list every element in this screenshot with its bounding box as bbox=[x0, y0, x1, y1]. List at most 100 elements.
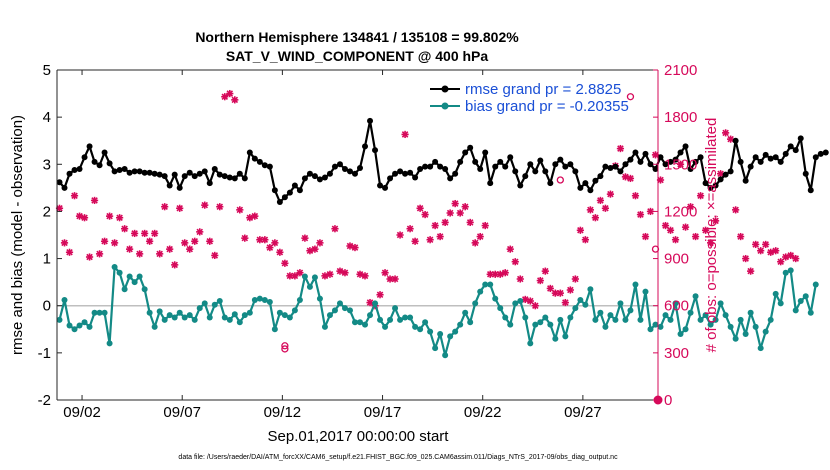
bias-point bbox=[617, 300, 624, 307]
obs-assimilated-marker bbox=[266, 243, 274, 252]
bias-point bbox=[372, 300, 379, 307]
x-tick-label: 09/07 bbox=[163, 404, 201, 421]
obs-marker-stroke bbox=[677, 161, 684, 168]
y-tick-label: 2 bbox=[43, 203, 51, 220]
bias-point bbox=[407, 314, 414, 321]
obs-assimilated-marker bbox=[70, 192, 79, 200]
bias-point bbox=[256, 295, 263, 302]
obs-assimilated-marker bbox=[596, 196, 605, 205]
obs-marker-stroke bbox=[517, 275, 524, 283]
obs-marker-stroke bbox=[311, 245, 319, 253]
bias-point bbox=[552, 335, 559, 342]
obs-marker-stroke bbox=[341, 269, 349, 276]
obs-assimilated-marker bbox=[186, 245, 194, 253]
bias-point bbox=[126, 273, 133, 280]
bias-point bbox=[472, 300, 479, 307]
obs-assimilated-marker bbox=[211, 251, 219, 260]
obs-marker-stroke bbox=[772, 247, 779, 254]
rmse-point bbox=[266, 163, 273, 170]
obs-assimilated-marker bbox=[241, 234, 249, 242]
bias-point bbox=[602, 323, 609, 330]
bias-point bbox=[246, 309, 253, 316]
rmse-point bbox=[492, 163, 499, 170]
bias-point bbox=[562, 333, 569, 340]
obs-marker-stroke bbox=[131, 230, 138, 237]
obs-marker-stroke bbox=[582, 236, 589, 243]
x-tick-label: 09/17 bbox=[364, 404, 402, 421]
obs-marker-stroke bbox=[66, 249, 73, 256]
obs-marker-stroke bbox=[176, 205, 183, 212]
obs-assimilated-marker bbox=[476, 232, 484, 241]
rmse-point bbox=[767, 155, 774, 162]
y-tick-label: 3 bbox=[43, 156, 51, 173]
obs-assimilated-marker bbox=[706, 239, 715, 247]
rmse-point bbox=[467, 144, 474, 151]
obs-assimilated-marker bbox=[261, 236, 269, 244]
rmse-point bbox=[797, 135, 804, 142]
rmse-point bbox=[427, 163, 434, 170]
rmse-point bbox=[727, 168, 734, 175]
obs-assimilated-marker bbox=[772, 247, 780, 255]
bias-point bbox=[161, 316, 168, 323]
obs-marker-stroke bbox=[446, 209, 454, 217]
obs-marker-stroke bbox=[76, 212, 83, 220]
obs-marker-stroke bbox=[682, 223, 689, 231]
bias-point bbox=[447, 333, 454, 340]
obs-marker-stroke bbox=[792, 255, 799, 262]
rmse-point bbox=[417, 166, 424, 172]
rmse-point bbox=[752, 154, 759, 161]
rmse-point bbox=[592, 177, 599, 184]
obs-marker-stroke bbox=[411, 238, 419, 245]
bias-point bbox=[166, 312, 173, 319]
rmse-point bbox=[346, 168, 353, 175]
obs-marker-stroke bbox=[421, 211, 429, 218]
obs-marker-stroke bbox=[136, 250, 143, 258]
rmse-point bbox=[221, 173, 228, 180]
bias-point bbox=[101, 309, 108, 316]
obs-assimilated-marker bbox=[696, 192, 705, 200]
bias-point bbox=[321, 323, 328, 330]
rmse-point bbox=[617, 168, 624, 175]
bias-point bbox=[281, 312, 288, 319]
rmse-point bbox=[372, 147, 379, 154]
obs-assimilated-marker bbox=[526, 297, 534, 305]
rmse-point bbox=[206, 180, 213, 187]
axes bbox=[56, 69, 659, 401]
y2-tick-label: 1200 bbox=[664, 203, 697, 220]
bias-point bbox=[502, 314, 509, 321]
obs-marker-stroke bbox=[627, 175, 634, 182]
obs-marker-stroke bbox=[241, 234, 249, 242]
obs-assimilated-marker bbox=[386, 275, 394, 283]
obs-marker-stroke bbox=[416, 205, 424, 212]
rmse-point bbox=[246, 149, 253, 156]
bias-point bbox=[191, 316, 198, 323]
rmse-point bbox=[792, 147, 799, 154]
obs-marker-stroke bbox=[226, 90, 234, 97]
rmse-point bbox=[637, 158, 644, 165]
rmse-point bbox=[96, 162, 103, 169]
obs-marker-stroke bbox=[697, 192, 704, 199]
rmse-point bbox=[577, 184, 584, 191]
rmse-point bbox=[432, 158, 439, 165]
bias-point bbox=[547, 321, 554, 328]
obs-marker-stroke bbox=[251, 212, 259, 220]
rmse-point bbox=[336, 161, 343, 168]
rmse-point bbox=[196, 170, 203, 177]
rmse-point bbox=[522, 173, 529, 180]
obs-marker-stroke bbox=[712, 217, 719, 225]
rmse-point bbox=[241, 175, 248, 182]
obs-marker-stroke bbox=[336, 267, 344, 275]
obs-assimilated-marker bbox=[90, 196, 99, 205]
obs-marker-stroke bbox=[96, 250, 103, 258]
obs-marker-stroke bbox=[752, 241, 759, 248]
bias-point bbox=[807, 309, 814, 316]
bias-point bbox=[642, 288, 649, 295]
obs-assimilated-marker bbox=[110, 239, 119, 247]
obs-marker-stroke bbox=[537, 277, 544, 284]
bias-point bbox=[432, 345, 439, 352]
obs-assimilated-marker bbox=[421, 210, 429, 219]
obs-assimilated-marker bbox=[732, 206, 740, 214]
obs-assimilated-marker bbox=[431, 221, 439, 230]
bias-point bbox=[56, 316, 63, 323]
obs-marker-stroke bbox=[206, 238, 214, 245]
